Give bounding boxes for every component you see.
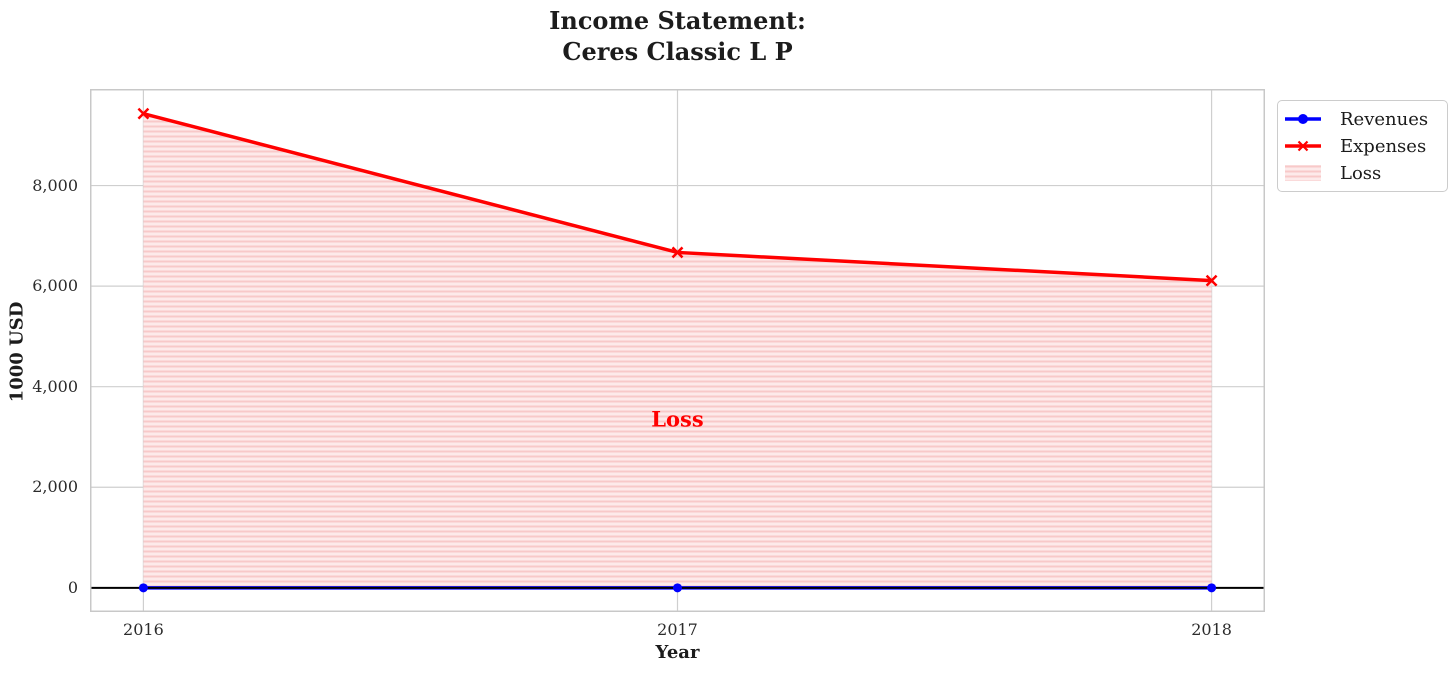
legend-label: Revenues bbox=[1340, 108, 1429, 130]
legend-item-loss: Loss bbox=[1284, 160, 1439, 186]
y-tick-label: 0 bbox=[67, 577, 78, 597]
expenses-marker bbox=[1205, 274, 1218, 287]
loss-area bbox=[143, 113, 1212, 588]
revenues-marker bbox=[1207, 583, 1217, 593]
chart-title: Income Statement: Ceres Classic L P bbox=[90, 5, 1265, 67]
chart-title-line2: Ceres Classic L P bbox=[562, 37, 793, 66]
loss-annotation: Loss bbox=[651, 406, 703, 431]
plot-area: Loss bbox=[90, 89, 1265, 612]
y-tick-label: 8,000 bbox=[32, 175, 78, 195]
legend-item-expenses: Expenses bbox=[1284, 133, 1439, 159]
expenses-marker bbox=[137, 107, 150, 120]
legend: Revenues Expenses Loss bbox=[1277, 100, 1448, 192]
revenues-marker bbox=[673, 583, 682, 593]
legend-label: Loss bbox=[1340, 162, 1382, 184]
y-tick-label: 6,000 bbox=[32, 276, 78, 296]
chart-title-line1: Income Statement: bbox=[549, 6, 806, 35]
revenues-marker bbox=[138, 583, 148, 593]
legend-swatch-loss-icon bbox=[1284, 164, 1322, 182]
y-tick-label: 2,000 bbox=[32, 477, 78, 497]
legend-swatch-revenues-icon bbox=[1284, 110, 1322, 128]
x-tick-label: 2018 bbox=[1191, 620, 1232, 639]
expenses-marker bbox=[671, 246, 684, 259]
legend-swatch-expenses-icon bbox=[1284, 137, 1322, 155]
x-tick-label: 2016 bbox=[123, 620, 164, 639]
y-tick-label: 4,000 bbox=[32, 376, 78, 396]
legend-label: Expenses bbox=[1340, 135, 1427, 157]
x-axis-label: Year bbox=[655, 642, 700, 663]
plot-border bbox=[90, 89, 1265, 612]
x-tick-label: 2017 bbox=[657, 620, 698, 639]
legend-item-revenues: Revenues bbox=[1284, 106, 1439, 132]
